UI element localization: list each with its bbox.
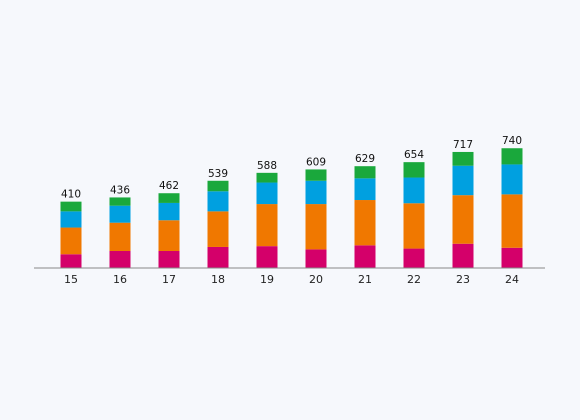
bar-segment-18-1 <box>207 246 229 268</box>
bar-segment-20-4 <box>305 169 327 181</box>
bar-segment-24-3 <box>501 164 523 195</box>
bar-segment-23-3 <box>452 165 474 196</box>
total-label-21: 629 <box>355 153 375 165</box>
x-tick-label-20: 20 <box>309 273 323 286</box>
bar-segment-24-2 <box>501 194 523 248</box>
bar-segment-24-4 <box>501 148 523 165</box>
bars-group <box>60 148 523 268</box>
total-label-17: 462 <box>159 180 179 192</box>
bar-segment-23-4 <box>452 151 474 166</box>
total-label-19: 588 <box>257 160 277 172</box>
bar-segment-20-2 <box>305 204 327 250</box>
x-tick-label-17: 17 <box>162 273 176 286</box>
x-tick-label-23: 23 <box>456 273 470 286</box>
x-tick-label-21: 21 <box>358 273 372 286</box>
bar-segment-19-3 <box>256 182 278 205</box>
bar-segment-20-1 <box>305 249 327 268</box>
bar-segment-15-1 <box>60 254 82 268</box>
x-tick-label-15: 15 <box>64 273 78 286</box>
bar-segment-22-4 <box>403 162 425 178</box>
total-label-23: 717 <box>453 139 473 151</box>
bar-segment-15-2 <box>60 227 82 255</box>
total-label-24: 740 <box>502 135 522 147</box>
total-label-18: 539 <box>208 168 228 180</box>
bar-segment-15-3 <box>60 211 82 228</box>
bar-segment-16-4 <box>109 197 131 206</box>
total-label-15: 410 <box>61 189 81 201</box>
bar-segment-23-1 <box>452 243 474 268</box>
bar-segment-17-4 <box>158 193 180 203</box>
x-tick-label-19: 19 <box>260 273 274 286</box>
bar-segment-18-2 <box>207 211 229 247</box>
bar-segment-21-1 <box>354 245 376 268</box>
x-tick-label-18: 18 <box>211 273 225 286</box>
bar-segment-19-4 <box>256 172 278 183</box>
bar-segment-21-4 <box>354 166 376 179</box>
bar-segment-20-3 <box>305 180 327 205</box>
total-label-20: 609 <box>306 156 326 168</box>
bar-segment-17-2 <box>158 220 180 252</box>
x-tick-labels-group: 15 16 17 18 19 20 21 22 23 24 <box>64 273 519 286</box>
bar-segment-21-3 <box>354 178 376 201</box>
bar-segment-17-3 <box>158 202 180 221</box>
bar-segment-16-3 <box>109 205 131 223</box>
bar-segment-16-2 <box>109 222 131 252</box>
bar-segment-22-3 <box>403 177 425 204</box>
bar-segment-18-3 <box>207 191 229 212</box>
total-labels-group: 410 436 462 539 588 609 629 654 717 740 <box>61 135 522 200</box>
x-tick-label-22: 22 <box>407 273 421 286</box>
bar-segment-19-2 <box>256 204 278 247</box>
bar-segment-16-1 <box>109 251 131 268</box>
x-tick-label-24: 24 <box>505 273 519 286</box>
bar-segment-19-1 <box>256 246 278 268</box>
bar-segment-21-2 <box>354 200 376 246</box>
bar-segment-22-2 <box>403 203 425 249</box>
total-label-16: 436 <box>110 184 130 196</box>
bar-segment-17-1 <box>158 251 180 268</box>
x-tick-label-16: 16 <box>113 273 127 286</box>
bar-segment-18-4 <box>207 180 229 192</box>
bar-segment-24-1 <box>501 247 523 268</box>
bar-segment-23-2 <box>452 195 474 244</box>
bar-segment-22-1 <box>403 248 425 268</box>
total-label-22: 654 <box>404 149 424 161</box>
bar-segment-15-4 <box>60 201 82 212</box>
